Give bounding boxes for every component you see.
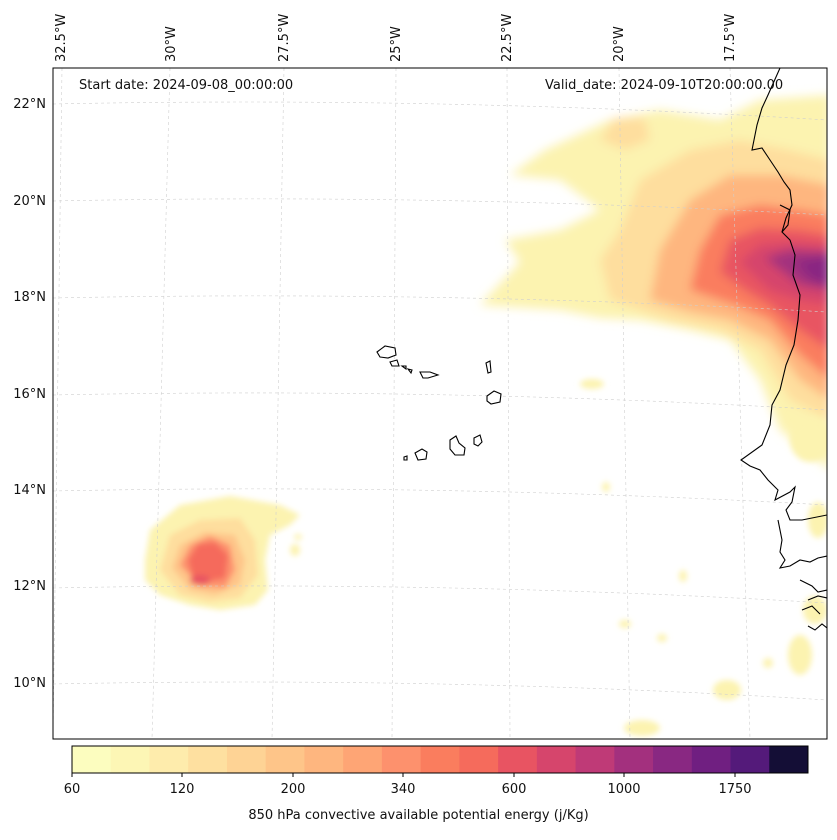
cape-cyclone [145,496,302,610]
coastline [740,68,827,631]
lon-label-17-5w: 17.5°W [723,13,738,62]
colorbar-tick-200: 200 [280,782,306,797]
colorbar-segment [149,746,189,773]
lon-label-25w: 25°W [389,26,404,62]
lat-label-18n: 18°N [13,290,46,305]
colorbar-segment [304,746,344,773]
lon-label-32-5w: 32.5°W [54,13,69,62]
colorbar-segment [188,746,228,773]
colorbar-segment [110,746,150,773]
colorbar-segment [614,746,654,773]
colorbar-segment [265,746,305,773]
lat-label-10n: 10°N [13,676,46,691]
lon-label-27-5w: 27.5°W [277,13,292,62]
colorbar-segment [653,746,693,773]
lon-label-30w: 30°W [164,26,179,62]
colorbar-frame [71,745,809,774]
colorbar-segment [498,746,538,773]
cape-field [53,68,827,739]
lat-label-16n: 16°N [13,387,46,402]
colorbar-segment [536,746,577,773]
colorbar-tick-600: 600 [501,782,527,797]
cape-patches [580,379,827,736]
cape-verde-islands [376,345,502,461]
colorbar-segment [575,746,615,773]
lat-label-22n: 22°N [13,97,46,112]
lat-label-20n: 20°N [13,194,46,209]
colorbar-tick-60: 60 [63,782,81,797]
colorbar-tick-120: 120 [169,782,195,797]
colorbar-segment [769,746,809,773]
colorbar-segment [459,746,499,773]
colorbar-segment [72,746,112,773]
lat-label-14n: 14°N [13,483,46,498]
colorbar-segment [381,746,422,773]
colorbar-tick-340: 340 [390,782,416,797]
colorbar-segment [226,746,267,773]
graticule [53,68,827,739]
valid-date-label: Valid_date: 2024-09-10T20:00:00.00 [545,78,784,93]
lon-label-22-5w: 22.5°W [500,13,515,62]
colorbar [71,745,809,777]
colorbar-tick-1750: 1750 [718,782,752,797]
colorbar-tick-1000: 1000 [607,782,641,797]
start-date-label: Start date: 2024-09-08_00:00:00 [79,78,294,93]
colorbar-segment [691,746,732,773]
colorbar-segment [420,746,460,773]
colorbar-segment [730,746,770,773]
lat-label-12n: 12°N [13,579,46,594]
colorbar-title: 850 hPa convective available potential e… [248,808,589,823]
cape-plume-northeast [480,95,827,468]
colorbar-segment [343,746,383,773]
map-frame [52,67,828,740]
lon-label-20w: 20°W [612,26,627,62]
